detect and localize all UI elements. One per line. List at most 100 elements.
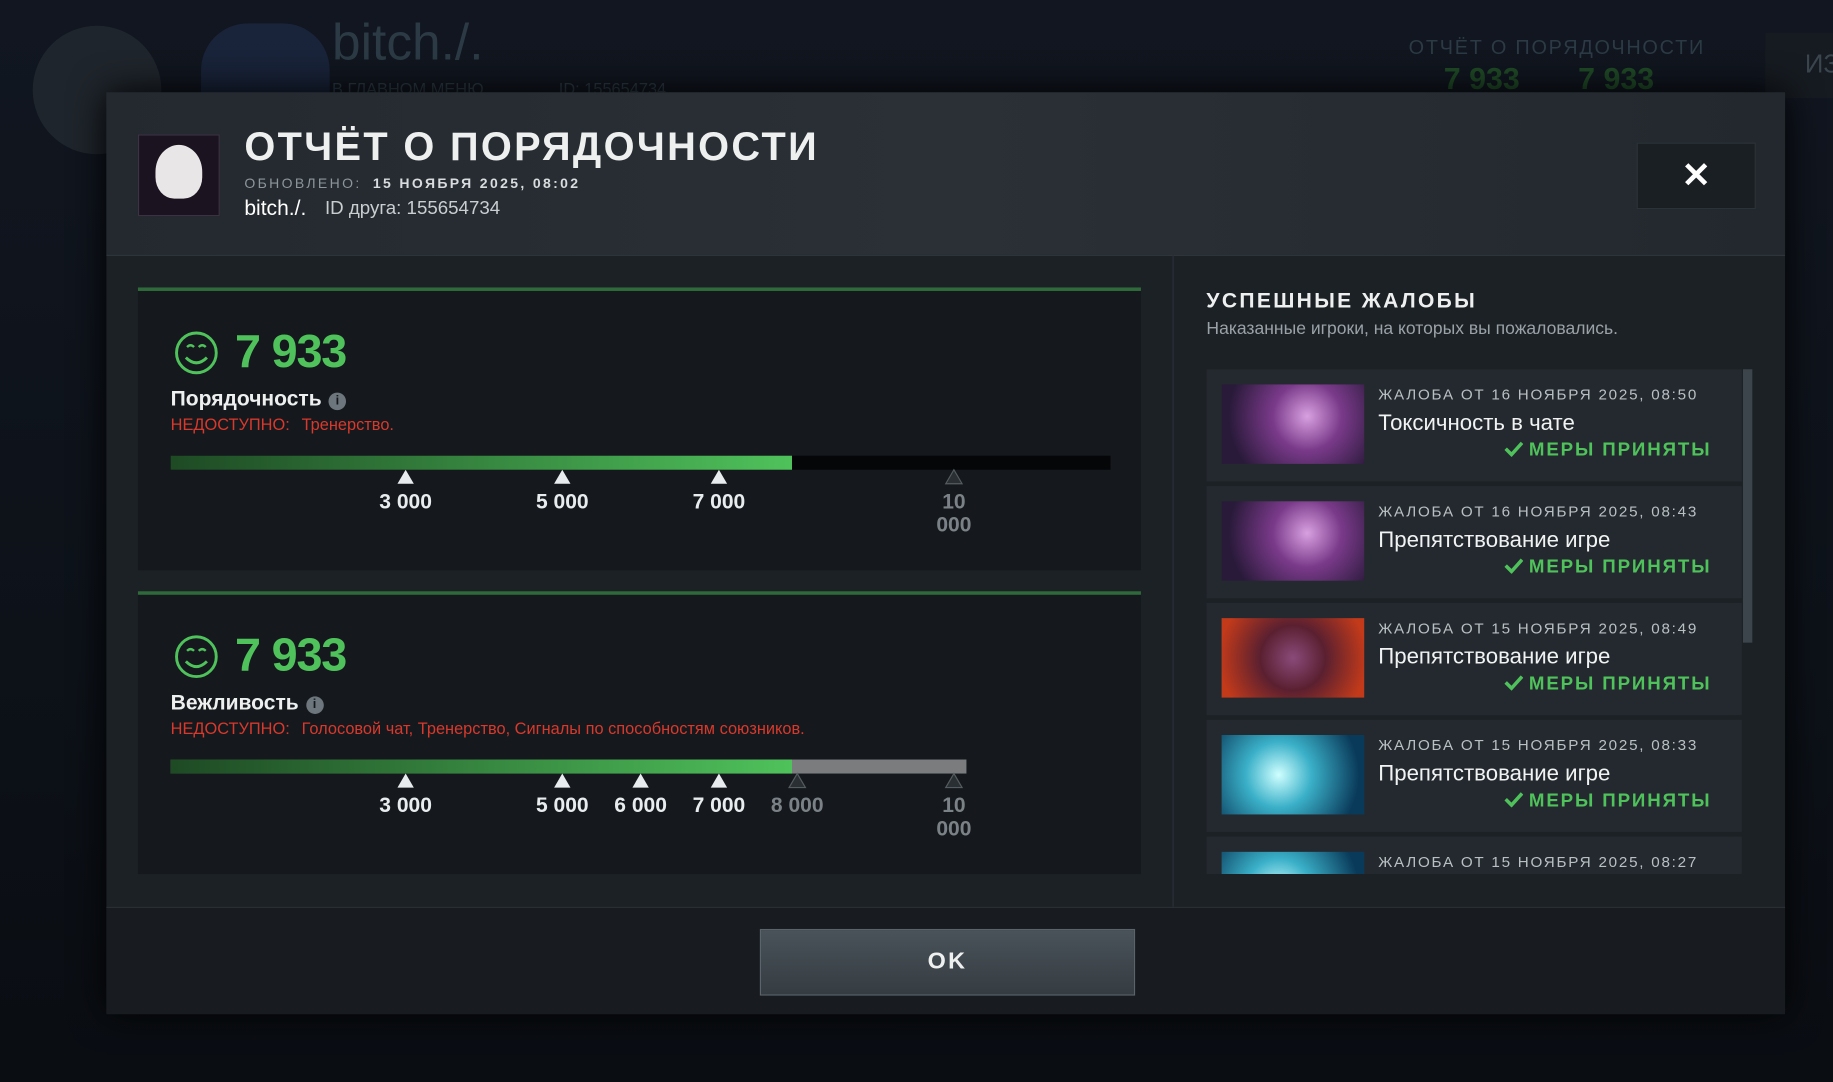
report-status: МЕРЫ ПРИНЯТЫ [1504, 557, 1711, 578]
report-item: ЖАЛОБА ОТ 15 НОЯБРЯ 2025, 08:27 [1206, 836, 1742, 875]
hero-portrait [1221, 384, 1365, 464]
modal-title: ОТЧЁТ О ПОРЯДОЧНОСТИ [244, 125, 819, 170]
check-path [1504, 558, 1524, 574]
hero-portrait [1221, 734, 1365, 815]
report-header: ЖАЛОБА ОТ 16 НОЯБРЯ 2025, 08:50 [1378, 385, 1699, 404]
tick-marker [944, 772, 964, 789]
report-header: ЖАЛОБА ОТ 16 НОЯБРЯ 2025, 08:43 [1378, 502, 1699, 520]
tick-label: 7 000 [692, 793, 746, 817]
tick-label: 7 000 [692, 489, 746, 513]
bg-score: 7 933 [1443, 60, 1520, 96]
check-icon [1504, 558, 1524, 574]
hero-portrait [1221, 851, 1365, 875]
status-text: МЕРЫ ПРИНЯТЫ [1528, 791, 1712, 811]
report-item: ЖАЛОБА ОТ 16 НОЯБРЯ 2025, 08:43 Препятств… [1206, 486, 1742, 599]
updated-value: 15 НОЯБРЯ 2025, 08:02 [372, 175, 581, 192]
tick-marker [397, 773, 414, 788]
player-name: bitch./. [244, 196, 307, 220]
unavailable-label: НЕДОСТУПНО: [170, 718, 290, 738]
smile-icon [175, 635, 218, 679]
ok-button[interactable]: OK [759, 928, 1136, 996]
smile-eyes [186, 344, 207, 348]
unavailable-label: НЕДОСТУПНО: [170, 414, 290, 434]
avatar [137, 134, 220, 217]
bg-score: 7 933 [1578, 60, 1655, 96]
unavailable-text: Тренерство. [301, 414, 394, 434]
friend-id: ID друга: 155654734 [324, 198, 501, 219]
tick-label: 3 000 [379, 489, 432, 513]
score-label: Вежливость i [171, 691, 324, 716]
hero-portrait [1221, 501, 1365, 581]
report-status: МЕРЫ ПРИНЯТЫ [1504, 674, 1711, 695]
divider [1172, 254, 1174, 907]
reports-subtitle: Наказанные игроки, на которых вы пожалов… [1206, 319, 1619, 339]
tick-marker [554, 773, 571, 788]
status-text: МЕРЫ ПРИНЯТЫ [1528, 557, 1712, 578]
report-reason: Препятствование игре [1378, 645, 1611, 670]
tick-marker [944, 468, 964, 485]
status-text: МЕРЫ ПРИНЯТЫ [1528, 440, 1712, 461]
tick-marker [710, 773, 728, 788]
bg-report-title: ОТЧЁТ О ПОРЯДОЧНОСТИ [1408, 36, 1706, 59]
report-status: МЕРЫ ПРИНЯТЫ [1504, 791, 1711, 812]
info-icon: i [305, 696, 324, 714]
close-button[interactable]: ✕ [1636, 142, 1756, 210]
report-header: ЖАЛОБА ОТ 15 НОЯБРЯ 2025, 08:27 [1378, 853, 1699, 871]
score-value: 7 933 [234, 629, 347, 682]
check-path [1504, 792, 1524, 808]
report-header: ЖАЛОБА ОТ 15 НОЯБРЯ 2025, 08:33 [1378, 736, 1699, 754]
check-path [1504, 675, 1524, 691]
smile-mouth [184, 660, 208, 669]
tick-label: 10 000 [936, 489, 972, 537]
tick-marker [397, 469, 414, 484]
tick-label: 6 000 [614, 793, 667, 817]
reports-title: УСПЕШНЫЕ ЖАЛОБЫ [1206, 288, 1478, 312]
report-item: ЖАЛОБА ОТ 16 НОЯБРЯ 2025, 08:50 Токсичнос… [1206, 369, 1742, 482]
bg-rank-badge [201, 23, 330, 94]
check-icon [1504, 792, 1524, 808]
tick-label: 8 000 [770, 793, 824, 817]
check-icon [1504, 441, 1524, 458]
score-card: 7 933 Порядочность i НЕДОСТУПНО: Тренерство.… [137, 287, 1141, 571]
tick-marker [554, 469, 571, 484]
check-path [1504, 441, 1524, 458]
check-icon [1504, 675, 1524, 691]
tick-label: 5 000 [535, 793, 589, 817]
info-icon: i [328, 392, 347, 411]
avatar-skull [155, 144, 203, 199]
tick-marker [788, 772, 807, 789]
scrollbar [1742, 369, 1753, 643]
status-text: МЕРЫ ПРИНЯТЫ [1528, 674, 1712, 695]
tick-label: 3 000 [379, 793, 432, 817]
card-graphics [170, 331, 1111, 485]
bar-fill [170, 759, 793, 774]
smile-icon [175, 331, 218, 375]
bg-side-tab: ИЗ [1765, 32, 1833, 99]
report-item: ЖАЛОБА ОТ 15 НОЯБРЯ 2025, 08:49 Препятств… [1206, 602, 1742, 716]
score-card: 7 933 Вежливость i НЕДОСТУПНО: Голосовой чат… [137, 591, 1141, 875]
tick-marker [710, 469, 728, 484]
report-status: МЕРЫ ПРИНЯТЫ [1504, 441, 1711, 462]
modal: ОТЧЁТ О ПОРЯДОЧНОСТИ ОБНОВЛЕНО: 15 НОЯБР… [106, 92, 1786, 1015]
unavailable-text: Голосовой чат, Тренерство, Сигналы по сп… [301, 718, 805, 738]
tick-label: 5 000 [535, 489, 589, 513]
report-item: ЖАЛОБА ОТ 15 НОЯБРЯ 2025, 08:33 Препятств… [1206, 719, 1742, 832]
tick-label: 10 000 [936, 793, 972, 841]
report-reason: Препятствование игре [1378, 761, 1611, 787]
updated-label: ОБНОВЛЕНО: [244, 175, 362, 192]
report-reason: Препятствование игре [1378, 528, 1611, 553]
reports-list: ЖАЛОБА ОТ 16 НОЯБРЯ 2025, 08:50 Токсичнос… [1206, 369, 1753, 875]
smile-eyes [186, 647, 207, 652]
hero-portrait [1221, 618, 1365, 698]
score-value: 7 933 [234, 326, 347, 378]
bg-player-name: bitch./. [331, 14, 484, 72]
bar-fill [170, 455, 793, 470]
card-graphics [170, 635, 967, 789]
report-header: ЖАЛОБА ОТ 15 НОЯБРЯ 2025, 08:49 [1378, 619, 1699, 637]
report-reason: Токсичность в чате [1378, 411, 1575, 436]
smile-mouth [184, 356, 208, 365]
tick-marker [632, 773, 649, 788]
